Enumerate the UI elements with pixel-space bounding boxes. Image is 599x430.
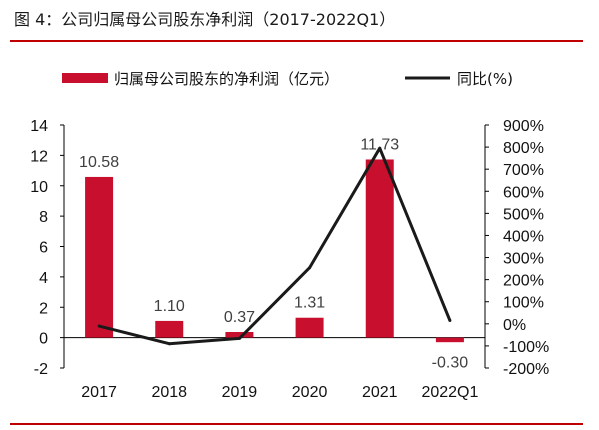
x-tick-label: 2021 xyxy=(362,384,398,401)
y-right-tick-label: 300% xyxy=(503,251,544,268)
x-tick-label: 2019 xyxy=(222,384,258,401)
y-right-tick-label: 600% xyxy=(503,184,544,201)
y-left-tick-label: -2 xyxy=(34,361,48,378)
x-tick-label: 2022Q1 xyxy=(421,384,478,401)
y-right-tick-label: -100% xyxy=(503,339,549,356)
title-rule xyxy=(10,40,583,42)
bar-data-label: -0.30 xyxy=(432,355,469,372)
bar xyxy=(435,337,464,343)
yoy-point xyxy=(378,146,382,150)
bar xyxy=(225,332,254,338)
y-left-tick-label: 0 xyxy=(39,331,48,348)
y-right-tick-label: 700% xyxy=(503,162,544,179)
x-tick-label: 2020 xyxy=(292,384,328,401)
y-right-tick-label: 900% xyxy=(503,118,544,135)
bar xyxy=(155,320,184,338)
legend-bar-label: 归属母公司股东的净利润（亿元） xyxy=(114,70,339,88)
yoy-point xyxy=(167,342,171,346)
yoy-line xyxy=(98,146,452,346)
y-left-tick-label: 14 xyxy=(30,118,48,135)
y-right-tick-label: -200% xyxy=(503,361,549,378)
y-left-tick-label: 10 xyxy=(30,179,48,196)
figure-title: 图 4：公司归属母公司股东净利润（2017-2022Q1） xyxy=(14,10,396,29)
yoy-point xyxy=(237,336,241,340)
y-right-tick-label: 400% xyxy=(503,228,544,245)
y-right-tick-label: 800% xyxy=(503,140,544,157)
bar-data-label: 11.73 xyxy=(360,136,399,153)
legend-bar-swatch xyxy=(62,73,108,83)
bar xyxy=(365,159,394,338)
yoy-point xyxy=(448,319,452,323)
bar-data-label: 1.31 xyxy=(294,295,325,312)
x-tick-label: 2018 xyxy=(151,384,187,401)
y-right-tick-label: 500% xyxy=(503,206,544,223)
legend-line-label: 同比(%) xyxy=(457,70,513,88)
bar xyxy=(85,176,114,338)
y-right-tick-label: 0% xyxy=(503,317,526,334)
y-right-tick-label: 100% xyxy=(503,295,544,312)
y-left-tick-label: 2 xyxy=(39,300,48,317)
y-left-tick-label: 12 xyxy=(30,148,48,165)
bottom-rule xyxy=(10,423,583,425)
yoy-point xyxy=(97,324,101,328)
y-right-tick-label: 200% xyxy=(503,273,544,290)
bar xyxy=(295,317,324,338)
y-left-tick-label: 6 xyxy=(39,240,48,257)
y-left-tick-label: 8 xyxy=(39,209,48,226)
yoy-point xyxy=(308,266,312,270)
y-left-tick-label: 4 xyxy=(39,270,48,287)
x-tick-label: 2017 xyxy=(81,384,117,401)
bar-data-label: 1.10 xyxy=(154,298,185,315)
bar-data-label: 0.37 xyxy=(224,309,255,326)
bar-data-label: 10.58 xyxy=(79,154,119,171)
